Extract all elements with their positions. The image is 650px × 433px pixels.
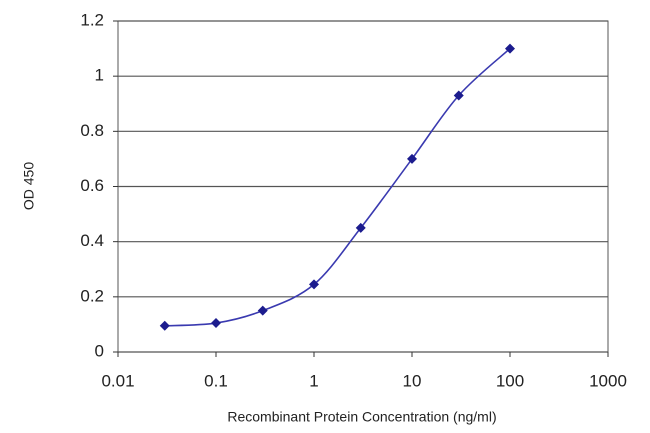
x-axis-label: Recombinant Protein Concentration (ng/ml… (227, 409, 496, 425)
y-tick-label: 0.6 (80, 176, 104, 195)
x-tick-label: 0.01 (101, 371, 134, 390)
data-point (355, 222, 366, 233)
x-tick-label: 10 (403, 371, 422, 390)
x-tick-label: 0.1 (204, 371, 228, 390)
x-tick-label: 1 (309, 371, 318, 390)
data-point (159, 320, 170, 331)
x-tick-label: 1000 (589, 371, 627, 390)
y-tick-label: 1 (95, 66, 104, 85)
data-point (505, 43, 515, 54)
y-tick-label: 0.4 (80, 231, 104, 250)
y-tick-label: 0.8 (80, 121, 104, 140)
y-axis-label: OD 450 (21, 162, 37, 210)
y-tick-label: 1.2 (80, 10, 104, 29)
y-tick-label: 0.2 (80, 286, 104, 305)
data-point (407, 153, 417, 164)
data-point (453, 90, 464, 101)
data-point (257, 305, 268, 316)
y-tick-label: 0 (95, 341, 104, 360)
x-tick-label: 100 (496, 371, 524, 390)
data-point (309, 279, 319, 290)
data-line (164, 47, 511, 327)
data-point (211, 318, 221, 329)
